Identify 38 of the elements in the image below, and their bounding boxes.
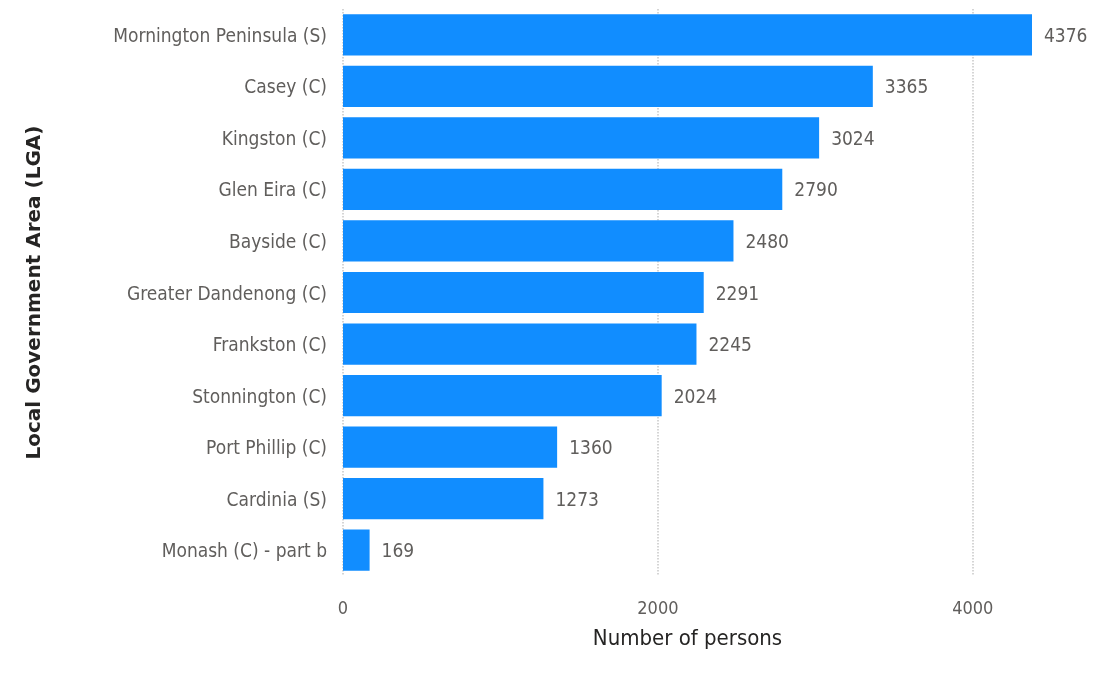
bar — [343, 478, 544, 520]
y-tick-label: Port Phillip (C) — [206, 436, 327, 459]
bar — [343, 426, 558, 468]
y-axis-title: Local Government Area (LGA) — [21, 125, 45, 460]
bar — [343, 14, 1032, 56]
x-tick-label: 0 — [337, 596, 349, 618]
data-label: 3024 — [831, 126, 875, 149]
x-tick-label: 4000 — [952, 596, 994, 618]
bar — [343, 271, 704, 314]
bar — [343, 374, 662, 417]
y-tick-label: Mornington Peninsula (S) — [113, 23, 327, 46]
y-tick-label: Casey (C) — [244, 75, 327, 98]
data-label: 169 — [381, 539, 415, 562]
data-label: 2790 — [794, 178, 838, 201]
y-tick-label: Greater Dandenong (C) — [126, 281, 327, 304]
y-tick-label: Kingston (C) — [221, 126, 327, 149]
bar — [343, 65, 873, 107]
data-label: 1273 — [555, 487, 599, 510]
bar — [343, 220, 734, 262]
y-tick-label: Glen Eira (C) — [218, 178, 327, 201]
bar — [343, 168, 783, 211]
bar — [343, 117, 820, 159]
data-label: 2245 — [708, 333, 752, 356]
y-tick-label: Monash (C) - part b — [161, 539, 327, 562]
y-tick-label: Cardinia (S) — [226, 487, 327, 510]
data-label: 2480 — [745, 229, 789, 252]
data-label: 1360 — [569, 436, 613, 459]
data-label: 2291 — [715, 281, 760, 304]
y-tick-label: Stonnington (C) — [192, 384, 327, 407]
bar — [343, 529, 370, 571]
x-tick-label: 2000 — [637, 596, 679, 618]
bar — [343, 323, 697, 365]
x-axis-title: Number of persons — [592, 624, 783, 650]
data-label: 3365 — [884, 75, 929, 98]
y-tick-label: Bayside (C) — [228, 229, 327, 252]
y-tick-label: Frankston (C) — [212, 333, 327, 356]
data-label: 2024 — [673, 384, 718, 407]
data-label: 4376 — [1044, 23, 1088, 46]
